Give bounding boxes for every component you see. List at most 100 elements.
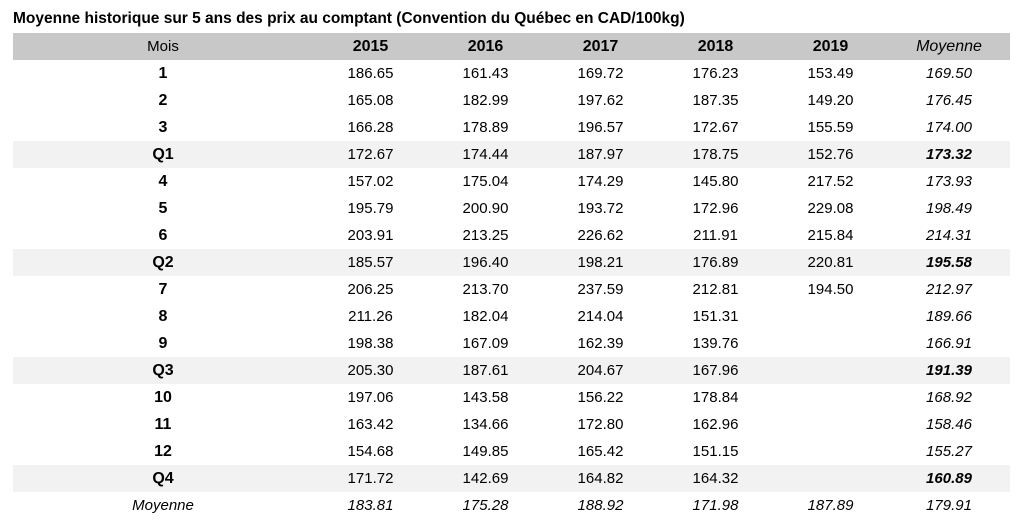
cell-value: 151.15 xyxy=(692,443,739,460)
cell-value: 186.65 xyxy=(347,65,394,82)
cell-value: 183.81 xyxy=(347,497,394,514)
cell-value: 196.57 xyxy=(577,119,624,136)
table-row: 1 186.65 161.43 169.72 176.23 153.49 169.50 xyxy=(13,60,1010,87)
row-label: 12 xyxy=(154,442,172,460)
row-average: 195.58 xyxy=(926,254,972,271)
cell-value: 153.49 xyxy=(807,65,854,82)
cell-value: 164.82 xyxy=(577,470,624,487)
header-2019: 2019 xyxy=(812,37,849,55)
row-average: 166.91 xyxy=(926,335,972,352)
quarter-row: Q4 171.72 142.69 164.82 164.32 160.89 xyxy=(13,465,1010,492)
cell-value: 145.80 xyxy=(692,173,739,190)
cell-value: 143.58 xyxy=(462,389,509,406)
cell-value: 175.28 xyxy=(462,497,509,514)
cell-value: 134.66 xyxy=(462,416,509,433)
cell-value: 213.25 xyxy=(462,227,509,244)
cell-value: 163.42 xyxy=(347,416,394,433)
quarter-row: Q3 205.30 187.61 204.67 167.96 191.39 xyxy=(13,357,1010,384)
cell-value: 165.08 xyxy=(347,92,394,109)
cell-value: 182.04 xyxy=(462,308,509,325)
cell-value: 152.76 xyxy=(807,146,854,163)
row-label: 7 xyxy=(158,280,168,298)
table-title: Moyenne historique sur 5 ans des prix au… xyxy=(13,10,685,27)
cell-value: 175.04 xyxy=(462,173,509,190)
cell-value: 226.62 xyxy=(577,227,624,244)
cell-value: 139.76 xyxy=(692,335,739,352)
cell-value: 211.91 xyxy=(693,227,738,244)
cell-value: 162.39 xyxy=(577,335,624,352)
cell-value xyxy=(773,303,888,330)
row-label: 8 xyxy=(158,307,168,325)
cell-value: 213.70 xyxy=(462,281,509,298)
cell-value: 172.67 xyxy=(347,146,394,163)
row-average: 176.45 xyxy=(926,92,972,109)
cell-value: 174.29 xyxy=(577,173,624,190)
row-label: Q3 xyxy=(152,361,174,379)
cell-value: 172.67 xyxy=(692,119,739,136)
cell-value: 154.68 xyxy=(347,443,394,460)
table-row: 6 203.91 213.25 226.62 211.91 215.84 214.31 xyxy=(13,222,1010,249)
cell-value xyxy=(773,411,888,438)
row-label: Moyenne xyxy=(132,497,194,514)
cell-value: 142.69 xyxy=(462,470,509,487)
table-row: 9 198.38 167.09 162.39 139.76 166.91 xyxy=(13,330,1010,357)
cell-value: 197.62 xyxy=(577,92,624,109)
cell-value: 198.38 xyxy=(347,335,394,352)
row-label: 1 xyxy=(158,64,168,82)
header-2016: 2016 xyxy=(467,37,504,55)
cell-value: 162.96 xyxy=(692,416,739,433)
cell-value: 182.99 xyxy=(462,92,509,109)
row-average: 189.66 xyxy=(926,308,972,325)
header-2015: 2015 xyxy=(352,37,389,55)
table-row: 12 154.68 149.85 165.42 151.15 155.27 xyxy=(13,438,1010,465)
cell-value: 187.35 xyxy=(692,92,739,109)
row-average: 173.32 xyxy=(926,146,972,163)
row-average: 173.93 xyxy=(926,173,972,190)
cell-value: 237.59 xyxy=(577,281,624,298)
cell-value: 185.57 xyxy=(347,254,394,271)
cell-value: 151.31 xyxy=(692,308,739,325)
row-average: 179.91 xyxy=(926,497,972,514)
table-row: 7 206.25 213.70 237.59 212.81 194.50 212.97 xyxy=(13,276,1010,303)
cell-value: 164.32 xyxy=(692,470,739,487)
cell-value: 149.85 xyxy=(462,443,509,460)
cell-value: 171.72 xyxy=(347,470,394,487)
row-label: Q4 xyxy=(152,469,174,487)
cell-value: 149.20 xyxy=(807,92,854,109)
cell-value xyxy=(773,384,888,411)
cell-value: 205.30 xyxy=(347,362,394,379)
row-label: 9 xyxy=(158,334,168,352)
cell-value: 174.44 xyxy=(462,146,509,163)
cell-value: 188.92 xyxy=(577,497,624,514)
table-row: 2 165.08 182.99 197.62 187.35 149.20 176.45 xyxy=(13,87,1010,114)
table-row: 11 163.42 134.66 172.80 162.96 158.46 xyxy=(13,411,1010,438)
cell-value: 176.23 xyxy=(692,65,739,82)
cell-value: 198.21 xyxy=(577,254,624,271)
cell-value: 167.96 xyxy=(692,362,739,379)
header-moyenne: Moyenne xyxy=(916,37,982,55)
cell-value: 229.08 xyxy=(807,200,854,217)
row-label: 4 xyxy=(158,172,168,190)
cell-value: 195.79 xyxy=(347,200,394,217)
cell-value xyxy=(773,465,888,492)
cell-value: 214.04 xyxy=(577,308,624,325)
quarter-row: Q2 185.57 196.40 198.21 176.89 220.81 195.58 xyxy=(13,249,1010,276)
cell-value xyxy=(773,357,888,384)
header-2017: 2017 xyxy=(582,37,619,55)
cell-value xyxy=(773,438,888,465)
cell-value: 200.90 xyxy=(462,200,509,217)
cell-value: 206.25 xyxy=(347,281,394,298)
cell-value: 196.40 xyxy=(462,254,509,271)
row-label: 5 xyxy=(158,199,168,217)
row-label: Q2 xyxy=(152,253,174,271)
cell-value: 166.28 xyxy=(347,119,394,136)
row-average: 169.50 xyxy=(926,65,972,82)
cell-value: 211.26 xyxy=(348,308,393,325)
table-row: 10 197.06 143.58 156.22 178.84 168.92 xyxy=(13,384,1010,411)
cell-value: 178.84 xyxy=(692,389,739,406)
row-label: 3 xyxy=(158,118,168,136)
average-row: Moyenne 183.81 175.28 188.92 171.98 187.89 179… xyxy=(13,492,1010,519)
header-mois: Mois xyxy=(147,38,179,55)
cell-value: 178.75 xyxy=(692,146,739,163)
